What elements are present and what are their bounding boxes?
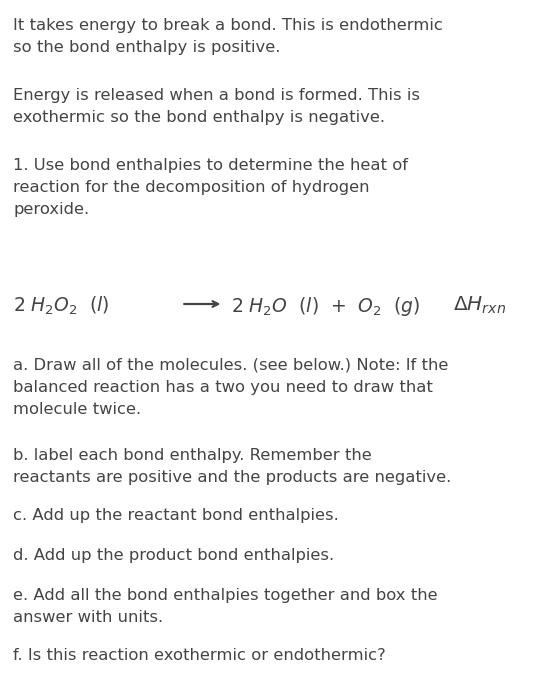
Text: d. Add up the product bond enthalpies.: d. Add up the product bond enthalpies. — [13, 548, 334, 563]
Text: reaction for the decomposition of hydrogen: reaction for the decomposition of hydrog… — [13, 180, 370, 195]
Text: c. Add up the reactant bond enthalpies.: c. Add up the reactant bond enthalpies. — [13, 508, 339, 523]
Text: Energy is released when a bond is formed. This is: Energy is released when a bond is formed… — [13, 88, 420, 103]
Text: $\Delta \it{H}_{rxn}$: $\Delta \it{H}_{rxn}$ — [453, 295, 506, 316]
Text: 2 $\it{H}_2\it{O}$  $\it{(l)}$  $+$  $\it{O}_2$  $\it{(g)}$: 2 $\it{H}_2\it{O}$ $\it{(l)}$ $+$ $\it{O… — [231, 295, 421, 318]
Text: balanced reaction has a two you need to draw that: balanced reaction has a two you need to … — [13, 380, 433, 395]
Text: e. Add all the bond enthalpies together and box the: e. Add all the bond enthalpies together … — [13, 588, 438, 603]
Text: molecule twice.: molecule twice. — [13, 402, 142, 417]
Text: f. Is this reaction exothermic or endothermic?: f. Is this reaction exothermic or endoth… — [13, 648, 386, 663]
Text: answer with units.: answer with units. — [13, 610, 163, 625]
Text: 1. Use bond enthalpies to determine the heat of: 1. Use bond enthalpies to determine the … — [13, 158, 409, 173]
Text: b. label each bond enthalpy. Remember the: b. label each bond enthalpy. Remember th… — [13, 448, 372, 463]
Text: exothermic so the bond enthalpy is negative.: exothermic so the bond enthalpy is negat… — [13, 110, 386, 125]
Text: reactants are positive and the products are negative.: reactants are positive and the products … — [13, 470, 452, 485]
Text: 2 $\it{H}_2\it{O}_2$  $\it{(l)}$: 2 $\it{H}_2\it{O}_2$ $\it{(l)}$ — [13, 295, 110, 317]
Text: peroxide.: peroxide. — [13, 202, 90, 217]
Text: It takes energy to break a bond. This is endothermic: It takes energy to break a bond. This is… — [13, 18, 443, 33]
Text: a. Draw all of the molecules. (see below.) Note: If the: a. Draw all of the molecules. (see below… — [13, 358, 449, 373]
Text: so the bond enthalpy is positive.: so the bond enthalpy is positive. — [13, 40, 281, 55]
